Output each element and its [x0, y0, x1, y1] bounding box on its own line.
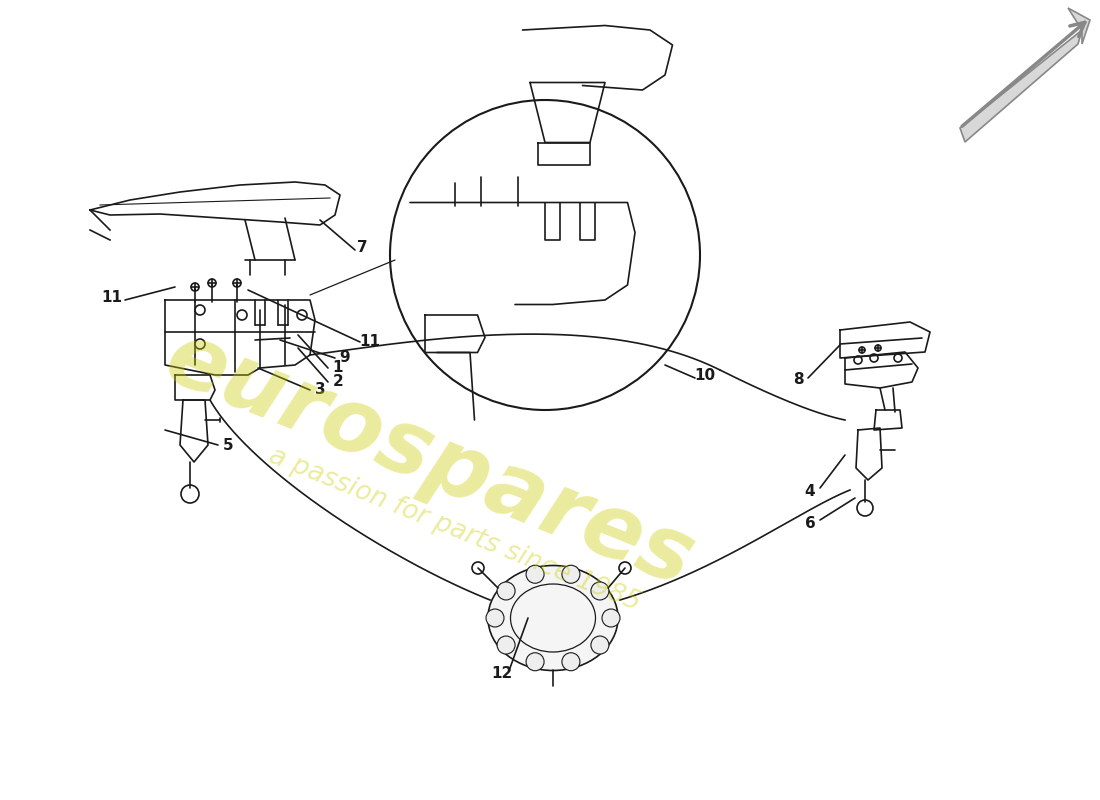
Circle shape — [526, 653, 544, 670]
Circle shape — [486, 609, 504, 627]
Text: 8: 8 — [793, 373, 803, 387]
Circle shape — [526, 566, 544, 583]
Text: 6: 6 — [804, 517, 815, 531]
Circle shape — [602, 609, 620, 627]
Text: 10: 10 — [694, 369, 716, 383]
Polygon shape — [1068, 8, 1090, 44]
Text: eurospares: eurospares — [153, 314, 707, 606]
Text: 7: 7 — [356, 241, 367, 255]
Polygon shape — [960, 30, 1082, 142]
Text: 5: 5 — [222, 438, 233, 453]
Circle shape — [497, 636, 515, 654]
Text: 12: 12 — [492, 666, 513, 682]
Ellipse shape — [488, 566, 618, 670]
Circle shape — [591, 582, 609, 600]
Circle shape — [497, 582, 515, 600]
Circle shape — [591, 636, 609, 654]
Text: 3: 3 — [315, 382, 326, 398]
Text: 11: 11 — [101, 290, 122, 306]
Text: 4: 4 — [805, 485, 815, 499]
Text: 11: 11 — [360, 334, 381, 350]
Circle shape — [562, 653, 580, 670]
Text: 9: 9 — [340, 350, 350, 366]
Circle shape — [562, 566, 580, 583]
Text: 1: 1 — [332, 361, 343, 375]
Circle shape — [390, 100, 700, 410]
Text: a passion for parts since 1985: a passion for parts since 1985 — [265, 443, 645, 617]
Text: 2: 2 — [332, 374, 343, 390]
